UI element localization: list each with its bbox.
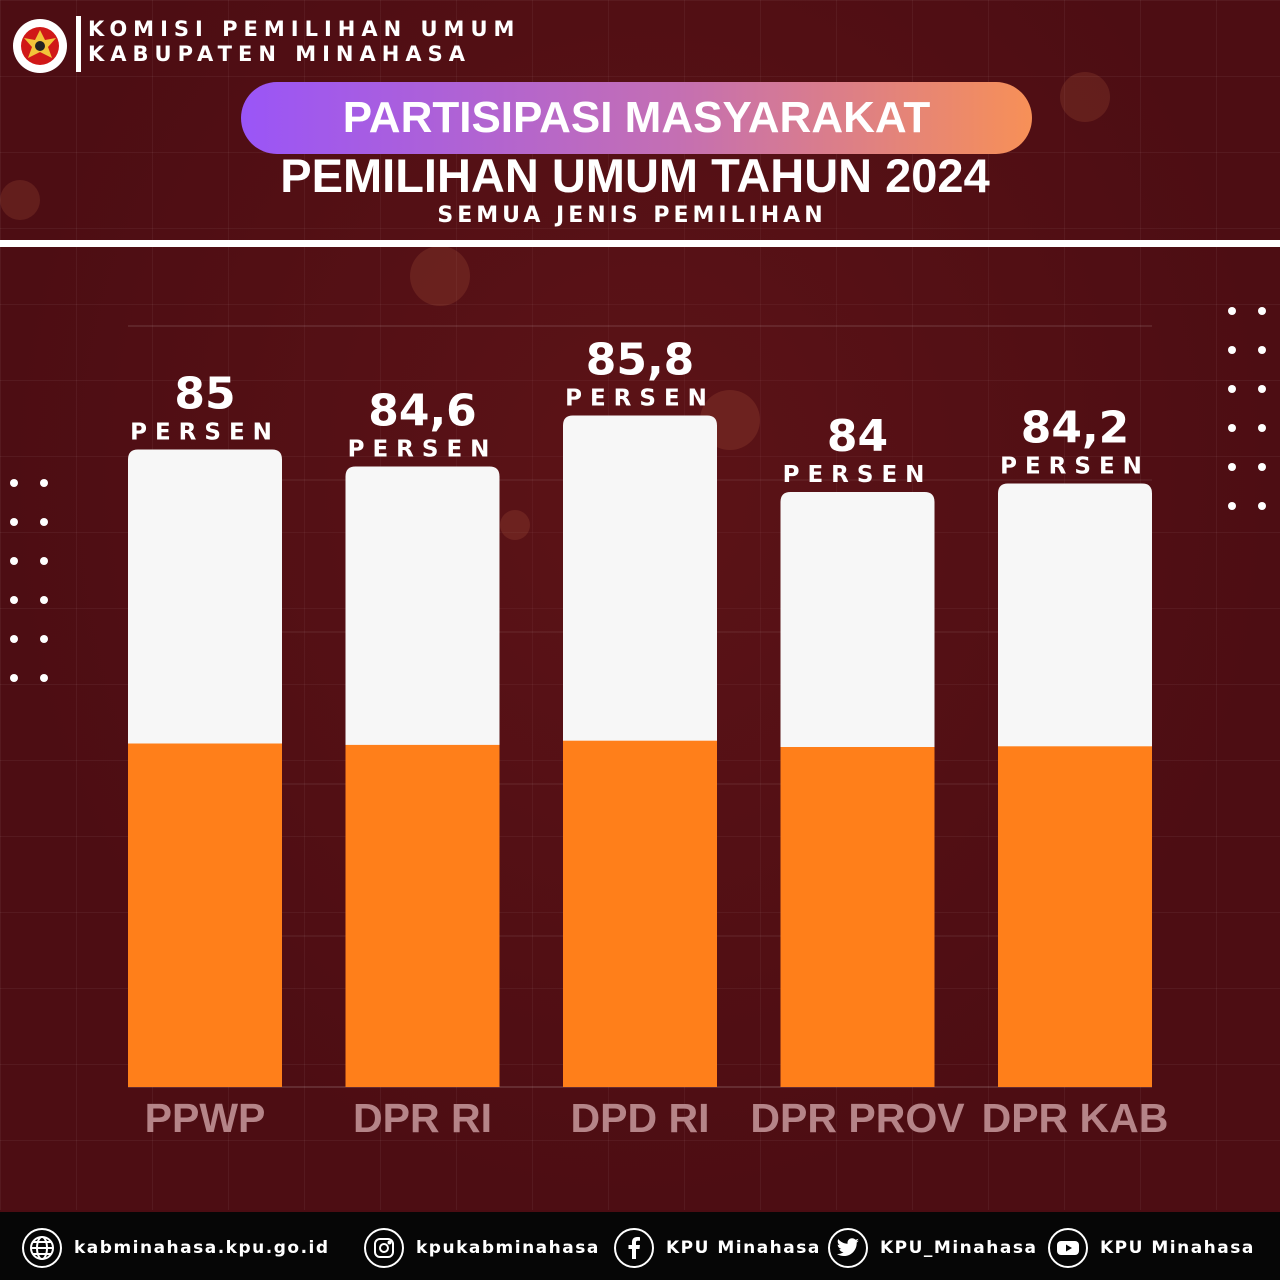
header-rule [0, 240, 1280, 247]
org-name-line-1: KOMISI PEMILIHAN UMUM [88, 17, 521, 41]
unit-label: PERSEN [783, 462, 933, 488]
dot-pattern-right [1224, 304, 1272, 514]
category-label: DPD RI [571, 1095, 710, 1141]
social-twitter[interactable]: KPU_Minahasa [828, 1226, 1037, 1270]
org-name-line-2: KABUPATEN MINAHASA [88, 42, 471, 66]
category-label: PPWP [145, 1095, 266, 1141]
page-subtitle: PEMILIHAN UMUM TAHUN 2024 [280, 149, 990, 202]
data-label: 84,2 [1021, 403, 1130, 454]
unit-label: PERSEN [130, 420, 280, 446]
title-banner: PARTISIPASI MASYARAKAT [241, 82, 1032, 154]
data-label: 85,8 [586, 335, 695, 386]
data-label: 84,6 [368, 386, 477, 437]
instagram-label: kpukabminahasa [416, 1238, 600, 1258]
bar [780, 747, 935, 1087]
youtube-icon [1048, 1228, 1088, 1268]
data-label: 85 [174, 369, 235, 420]
bokeh-light [410, 246, 470, 306]
kpu-logo [12, 12, 68, 76]
bokeh-light [0, 180, 40, 220]
data-label: 84 [827, 411, 888, 462]
unit-label: PERSEN [348, 437, 498, 463]
page-title: PARTISIPASI MASYARAKAT [342, 93, 931, 142]
bar [128, 743, 282, 1087]
unit-label: PERSEN [1000, 454, 1150, 480]
youtube-label: KPU Minahasa [1100, 1238, 1255, 1258]
instagram-icon [364, 1228, 404, 1268]
bokeh-light [1060, 72, 1110, 122]
bar [345, 744, 500, 1087]
facebook-label: KPU Minahasa [666, 1238, 821, 1258]
dot-pattern-left [6, 476, 54, 686]
category-label: DPR RI [353, 1095, 492, 1141]
facebook-icon [614, 1228, 654, 1268]
social-instagram[interactable]: kpukabminahasa [364, 1226, 600, 1270]
bar [563, 740, 717, 1087]
social-website[interactable]: kabminahasa.kpu.go.id [22, 1226, 330, 1270]
social-facebook[interactable]: KPU Minahasa [614, 1226, 821, 1270]
bokeh-light [500, 510, 530, 540]
category-label: DPR KAB [982, 1095, 1169, 1141]
header-divider [76, 16, 81, 72]
twitter-label: KPU_Minahasa [880, 1238, 1038, 1258]
footer-bar: kabminahasa.kpu.go.id kpukabminahasa KPU… [0, 1212, 1280, 1280]
bar [998, 746, 1152, 1087]
globe-icon [22, 1228, 62, 1268]
website-label: kabminahasa.kpu.go.id [74, 1238, 330, 1258]
page-caption: SEMUA JENIS PEMILIHAN [437, 203, 827, 228]
twitter-icon [828, 1228, 868, 1268]
unit-label: PERSEN [565, 386, 715, 412]
category-label: DPR PROV [750, 1095, 965, 1141]
social-youtube[interactable]: KPU Minahasa [1048, 1226, 1255, 1270]
